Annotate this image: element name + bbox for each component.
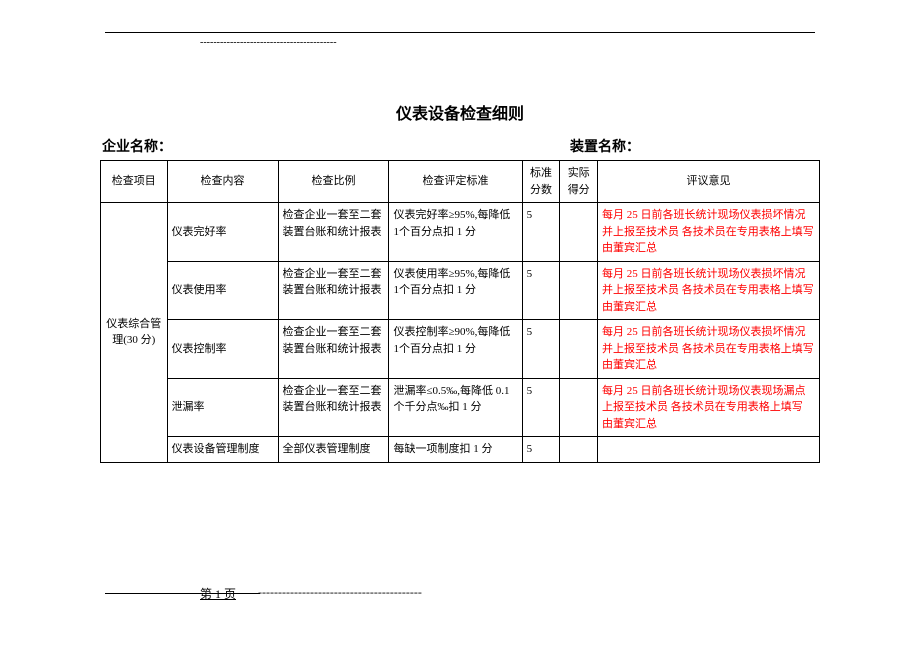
inspection-table: 检查项目 检查内容 检查比例 检查评定标准 标准分数 实际得分 评议意见 仪表综…: [100, 160, 820, 463]
cell-standard: 仪表完好率≥95%,每降低 1个百分点扣 1 分: [389, 203, 522, 262]
cell-opinion: [598, 437, 820, 463]
cell-opinion: 每月 25 日前各班长统计现场仪表现场漏点上报至技术员 各技术员在专用表格上填写…: [598, 378, 820, 437]
cell-ratio: 检查企业一套至二套装置台账和统计报表: [278, 378, 389, 437]
cell-opinion: 每月 25 日前各班长统计现场仪表损坏情况并上报至技术员 各技术员在专用表格上填…: [598, 203, 820, 262]
table-row: 仪表综合管理(30 分) 仪表完好率 检查企业一套至二套装置台账和统计报表 仪表…: [101, 203, 820, 262]
table-row: 仪表设备管理制度 全部仪表管理制度 每缺一项制度扣 1 分 5: [101, 437, 820, 463]
cell-actual: [560, 378, 598, 437]
cell-content: 仪表控制率: [167, 320, 278, 379]
header-col4: 检查评定标准: [389, 161, 522, 203]
cell-ratio: 检查企业一套至二套装置台账和统计报表: [278, 320, 389, 379]
cell-ratio: 检查企业一套至二套装置台账和统计报表: [278, 203, 389, 262]
cell-standard: 泄漏率≤0.5‰,每降低 0.1个千分点‰扣 1 分: [389, 378, 522, 437]
header-col6: 实际得分: [560, 161, 598, 203]
header-col7: 评议意见: [598, 161, 820, 203]
cell-content: 仪表设备管理制度: [167, 437, 278, 463]
top-dashes: ----------------------------------------…: [200, 37, 337, 48]
subtitle-right: 装置名称：: [570, 136, 640, 156]
document-title: 仪表设备检查细则: [0, 100, 920, 124]
cell-actual: [560, 437, 598, 463]
cell-score: 5: [522, 261, 560, 320]
cell-score: 5: [522, 320, 560, 379]
footer-page-label: 第 1 页: [200, 585, 236, 602]
table-row: 仪表控制率 检查企业一套至二套装置台账和统计报表 仪表控制率≥90%,每降低 1…: [101, 320, 820, 379]
header-col2: 检查内容: [167, 161, 278, 203]
cell-score: 5: [522, 437, 560, 463]
table-row: 泄漏率 检查企业一套至二套装置台账和统计报表 泄漏率≤0.5‰,每降低 0.1个…: [101, 378, 820, 437]
footer-horizontal-rule: [105, 593, 260, 594]
cell-ratio: 检查企业一套至二套装置台账和统计报表: [278, 261, 389, 320]
subtitle-left: 企业名称：: [102, 136, 822, 156]
cell-standard: 仪表控制率≥90%,每降低 1个百分点扣 1 分: [389, 320, 522, 379]
cell-standard: 仪表使用率≥95%,每降低 1个百分点扣 1 分: [389, 261, 522, 320]
cell-actual: [560, 320, 598, 379]
table-row: 仪表使用率 检查企业一套至二套装置台账和统计报表 仪表使用率≥95%,每降低 1…: [101, 261, 820, 320]
cell-opinion: 每月 25 日前各班长统计现场仪表损坏情况并上报至技术员 各技术员在专用表格上填…: [598, 261, 820, 320]
cell-content: 仪表使用率: [167, 261, 278, 320]
cell-opinion: 每月 25 日前各班长统计现场仪表损坏情况并上报至技术员 各技术员在专用表格上填…: [598, 320, 820, 379]
cell-score: 5: [522, 203, 560, 262]
header-col3: 检查比例: [278, 161, 389, 203]
cell-actual: [560, 203, 598, 262]
table-header-row: 检查项目 检查内容 检查比例 检查评定标准 标准分数 实际得分 评议意见: [101, 161, 820, 203]
top-horizontal-rule: [105, 32, 815, 33]
header-col5: 标准分数: [522, 161, 560, 203]
cell-score: 5: [522, 378, 560, 437]
cell-content: 仪表完好率: [167, 203, 278, 262]
cell-standard: 每缺一项制度扣 1 分: [389, 437, 522, 463]
group-label-cell: 仪表综合管理(30 分): [101, 203, 168, 463]
header-col1: 检查项目: [101, 161, 168, 203]
cell-actual: [560, 261, 598, 320]
cell-ratio: 全部仪表管理制度: [278, 437, 389, 463]
footer-dashes: ----------------------------------------…: [258, 585, 422, 600]
cell-content: 泄漏率: [167, 378, 278, 437]
